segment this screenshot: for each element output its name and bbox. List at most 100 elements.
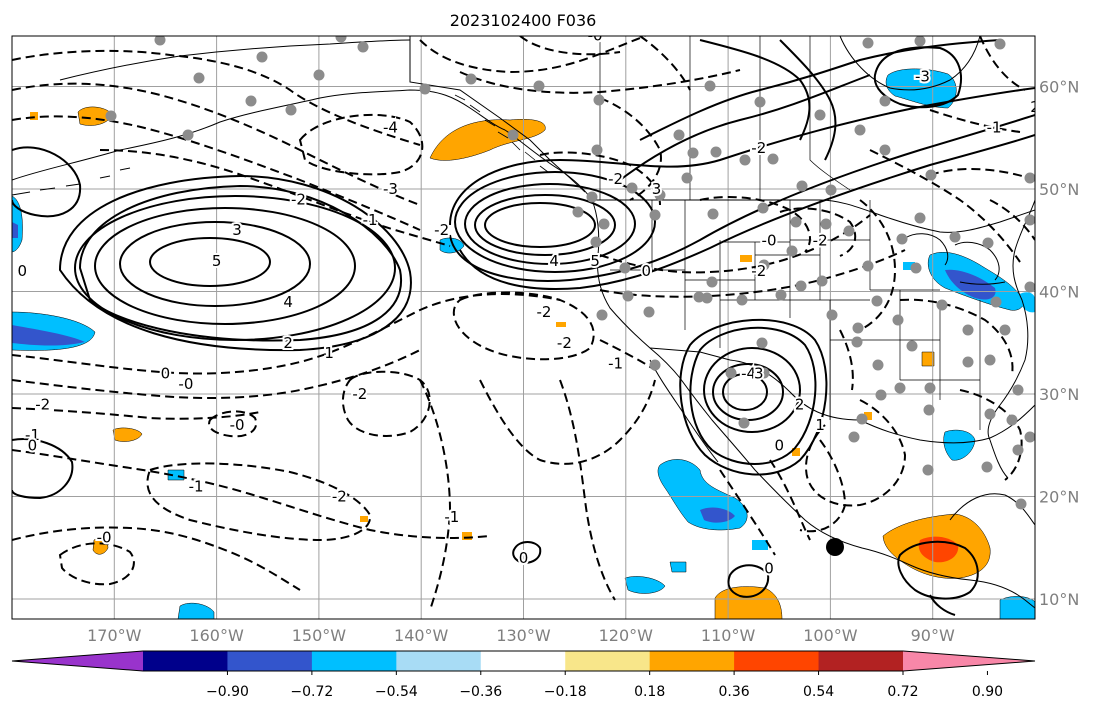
us-canada-border	[592, 199, 1035, 233]
contour-line	[449, 114, 1035, 282]
station-dot	[962, 356, 974, 368]
station-dot	[622, 290, 634, 302]
contour-line	[859, 199, 897, 331]
hudson-bay	[839, 36, 981, 91]
contour-line	[839, 329, 854, 391]
station-dot	[879, 144, 891, 156]
contour-value-label: 0	[17, 262, 27, 280]
station-dot	[981, 461, 993, 473]
station-dot	[786, 245, 798, 257]
contour-value-label: 3	[232, 221, 242, 239]
colorbar-tick-label: −0.36	[459, 684, 502, 700]
contour-line	[703, 347, 801, 433]
colorbar-bin	[818, 651, 904, 671]
contour-value-label: -2	[434, 221, 449, 239]
station-dot	[586, 191, 598, 203]
station-dot	[701, 292, 713, 304]
contour-value-label: -1	[189, 477, 204, 495]
east-coast	[987, 199, 1035, 441]
station-dot	[790, 216, 802, 228]
station-dot	[894, 382, 906, 394]
contour-line	[699, 196, 811, 253]
station-dot	[923, 404, 935, 416]
station-dot	[572, 206, 584, 218]
station-dot	[862, 260, 874, 272]
map-title: 2023102400 F036	[450, 11, 597, 30]
contour-line	[689, 326, 817, 465]
station-dot	[1015, 498, 1027, 510]
contour-line	[419, 379, 452, 611]
longitude-tick-label: 140°W	[394, 626, 449, 645]
shade-region	[740, 255, 752, 262]
contour-value-label: 0	[161, 365, 171, 383]
station-dot	[154, 36, 166, 46]
contour-line	[12, 82, 421, 206]
latitude-tick-label: 50°N	[1039, 180, 1079, 199]
contour-line	[459, 69, 741, 94]
contour-line	[454, 171, 656, 273]
colorbar-bin	[143, 651, 228, 671]
station-dot	[704, 80, 716, 92]
graticule	[12, 36, 1035, 619]
contour-line	[146, 462, 372, 542]
contour-line	[899, 298, 1014, 376]
station-dot	[848, 431, 860, 443]
station-dot	[796, 180, 808, 192]
shade-region	[30, 112, 38, 120]
contour-value-label: -0	[230, 416, 245, 434]
shade-region	[921, 351, 935, 367]
shade-region	[439, 237, 465, 254]
contour-line	[94, 207, 356, 325]
station-dot	[962, 324, 974, 336]
station-dot	[649, 209, 661, 221]
station-dot	[949, 231, 961, 243]
contour-value-label: 1	[324, 344, 334, 362]
contour-line	[452, 291, 595, 361]
station-dot	[892, 314, 904, 326]
contour-value-label: 0	[774, 436, 784, 454]
station-dot	[879, 95, 891, 107]
contour-value-label: -2	[35, 395, 50, 413]
contour-line	[58, 542, 135, 586]
station-dot	[825, 184, 837, 196]
contour-line	[78, 184, 403, 342]
contour-line	[12, 146, 82, 218]
baja-peninsula	[649, 359, 719, 463]
colorbar-bin	[734, 651, 820, 671]
station-dot	[775, 289, 787, 301]
station-dot	[710, 146, 722, 158]
colorbar-bin	[565, 651, 651, 671]
contour-value-label: -1	[444, 508, 459, 526]
contour-line	[897, 540, 979, 600]
contour-value-label: -2	[332, 488, 347, 506]
contour-value-label: 4	[283, 293, 293, 311]
longitude-tick-label: 170°W	[87, 626, 142, 645]
colorbar: −0.90 −0.72 −0.54 −0.36 −0.18 0.18 0.36 0.54 0.7…	[11, 650, 1036, 700]
contour-line	[298, 113, 424, 176]
station-dot	[871, 295, 883, 307]
contour-line	[119, 221, 311, 307]
contour-line	[539, 151, 661, 206]
station-dot	[994, 38, 1006, 50]
contour-labels: 5432100-1-2-2-3-4-2-1-0-0-2-1-2-1-00-045…	[15, 36, 1035, 579]
longitude-tick-label: 90°W	[911, 626, 955, 645]
contour-value-label: -4	[383, 119, 398, 137]
contour-line	[12, 438, 74, 500]
station-dot	[896, 233, 908, 245]
shade-region	[945, 269, 996, 300]
colorbar-min-extension	[12, 651, 143, 671]
station-dot	[357, 41, 369, 53]
station-dot	[820, 218, 832, 230]
contour-line	[699, 39, 811, 141]
station-dot	[984, 408, 996, 420]
contour-line	[12, 293, 561, 375]
shade-region	[360, 516, 368, 522]
station-dot	[687, 147, 699, 159]
contour-value-label: -1	[25, 426, 40, 444]
station-dot	[875, 389, 887, 401]
latitude-tick-label: 20°N	[1039, 488, 1079, 507]
station-dot	[758, 259, 770, 271]
contour-line	[799, 439, 847, 533]
contour-value-label: 1	[815, 416, 825, 434]
contour-line	[512, 541, 542, 564]
